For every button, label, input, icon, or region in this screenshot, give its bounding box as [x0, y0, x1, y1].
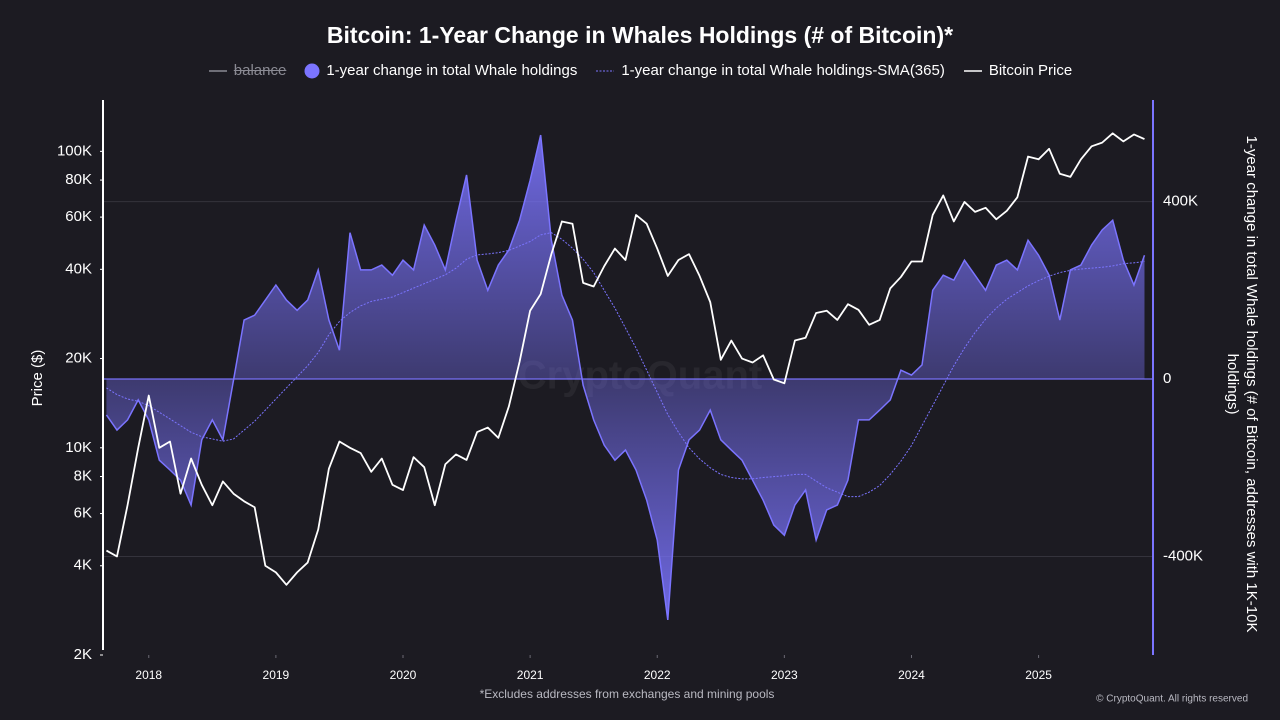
x-tick-label: 2024 [898, 668, 925, 682]
y2-tick-label: 0 [1163, 370, 1171, 387]
y-tick-label: 4K [74, 557, 92, 574]
legend-swatch [208, 69, 227, 72]
x-tick-label: 2021 [517, 668, 544, 682]
legend-item[interactable]: 1-year change in total Whale holdings-SM… [595, 62, 945, 79]
x-tick-label: 2022 [644, 668, 671, 682]
area [106, 135, 1145, 620]
y-axis-title: Price ($) [29, 350, 46, 407]
x-tick-label: 2020 [390, 668, 417, 682]
price-line [105, 132, 1145, 586]
legend-swatch [304, 63, 320, 78]
y-tick-label: 100K [57, 142, 92, 159]
legend: balance 1-year change in total Whale hold… [0, 62, 1280, 79]
legend-label: Bitcoin Price [988, 62, 1073, 79]
y-tick-label: 8K [74, 467, 92, 484]
y-tick-label: 20K [65, 350, 92, 367]
y-tick-label: 40K [65, 260, 92, 277]
legend-label: balance [233, 62, 287, 79]
legend-item[interactable]: 1-year change in total Whale holdings [304, 62, 577, 79]
sma-line [106, 232, 1145, 498]
legend-item[interactable]: Bitcoin Price [963, 62, 1072, 79]
x-tick-label: 2023 [771, 668, 798, 682]
y-tick-label: 6K [74, 505, 92, 522]
x-tick-label: 2025 [1025, 668, 1052, 682]
y2-tick-label: 400K [1163, 193, 1198, 210]
y-tick-label: 2K [74, 646, 92, 663]
x-tick-label: 2019 [263, 668, 290, 682]
x-tick-label: 2018 [135, 668, 162, 682]
legend-swatch [963, 69, 982, 72]
y2-tick-label: -400K [1163, 547, 1203, 564]
y-tick-label: 10K [65, 439, 92, 456]
y-tick-label: 80K [65, 171, 92, 188]
credit: © CryptoQuant. All rights reserved [1096, 694, 1248, 705]
legend-marker [304, 63, 320, 78]
legend-label: 1-year change in total Whale holdings-SM… [621, 62, 945, 79]
legend-swatch [596, 70, 615, 71]
chart-title: Bitcoin: 1-Year Change in Whales Holding… [326, 22, 954, 48]
legend-item[interactable]: balance [208, 62, 287, 79]
y2-axis-title: 1-year change in total Whale holdings (#… [1224, 135, 1260, 633]
area-edge [105, 134, 1146, 621]
y-tick-label: 60K [65, 208, 92, 225]
footnote: *Excludes addresses from exchanges and m… [480, 687, 775, 701]
legend-label: 1-year change in total Whale holdings [326, 62, 578, 79]
